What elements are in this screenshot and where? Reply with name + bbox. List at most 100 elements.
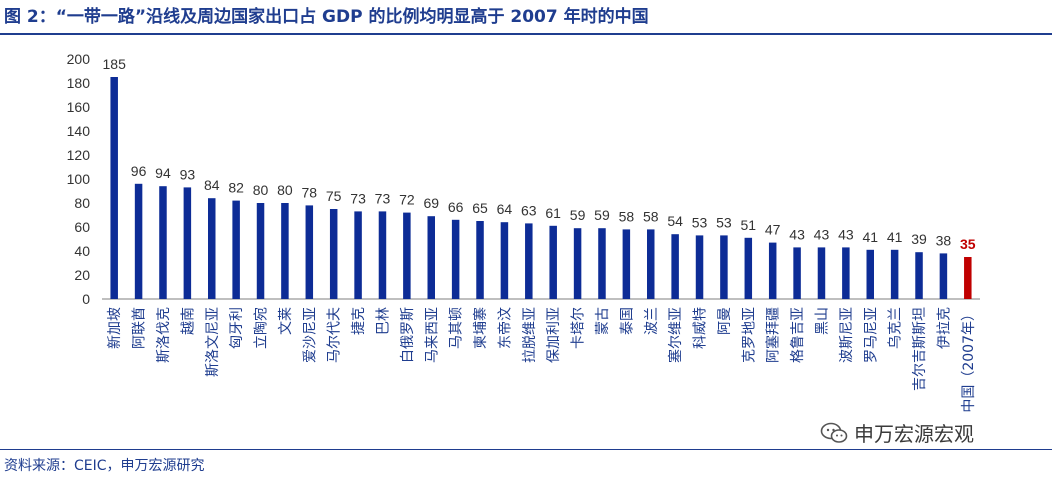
source-note: 资料来源：CEIC，申万宏源研究	[4, 458, 205, 474]
bar	[695, 235, 704, 299]
bar	[378, 211, 387, 299]
category-label: 越南	[180, 307, 196, 335]
data-label: 38	[936, 232, 952, 248]
bar	[598, 228, 606, 299]
bottom-rule	[0, 449, 1052, 450]
data-label: 80	[277, 182, 293, 198]
bar	[159, 186, 167, 299]
bar	[208, 198, 216, 299]
bar	[720, 235, 728, 299]
data-label: 39	[911, 231, 927, 247]
category-label: 伊拉克	[936, 307, 952, 349]
category-label: 巴林	[375, 307, 391, 335]
bar	[305, 205, 314, 299]
category-label: 乌克兰	[888, 307, 904, 349]
y-tick-label: 100	[67, 171, 91, 187]
category-label: 保加利亚	[546, 307, 562, 363]
bar	[622, 229, 631, 299]
category-label: 波斯尼亚	[839, 307, 855, 363]
bar	[427, 216, 435, 299]
bar	[671, 234, 679, 299]
category-label: 白俄罗斯	[400, 307, 416, 363]
chart-title: 图 2：“一带一路”沿线及周边国家出口占 GDP 的比例均明显高于 2007 年…	[4, 7, 649, 27]
category-label: 吉尔吉斯斯坦	[912, 307, 928, 391]
data-label: 66	[448, 199, 464, 215]
category-label: 塞尔维亚	[667, 307, 684, 363]
category-label: 马来西亚	[424, 307, 440, 363]
category-label: 新加坡	[107, 307, 123, 349]
data-label: 43	[789, 226, 805, 242]
y-tick-label: 60	[74, 219, 90, 235]
data-label: 72	[399, 192, 415, 208]
category-label: 科威特	[693, 307, 709, 349]
data-label: 35	[960, 236, 976, 252]
wechat-icon	[820, 422, 848, 443]
bar	[573, 228, 582, 299]
category-label: 格鲁吉亚	[790, 307, 806, 363]
data-label: 41	[862, 229, 878, 245]
bar	[476, 221, 484, 299]
data-label: 96	[131, 163, 147, 179]
bar	[525, 223, 533, 299]
bar	[451, 219, 460, 299]
category-label: 卡塔尔	[571, 307, 587, 349]
category-label: 匈牙利	[229, 307, 245, 349]
bar	[256, 203, 265, 299]
data-label: 64	[497, 201, 513, 217]
category-label: 波兰	[644, 307, 660, 335]
y-tick-label: 120	[67, 147, 91, 163]
bar	[915, 252, 923, 299]
data-label: 73	[375, 190, 391, 206]
bar	[744, 237, 753, 299]
bar	[647, 229, 655, 299]
data-label: 73	[350, 190, 366, 206]
bar-chart: 0 20 40 60 80 100 120 140 160 180 200 185 新加坡 96 阿联酋 94…	[67, 51, 980, 413]
bar	[890, 249, 899, 299]
data-label: 51	[741, 217, 757, 233]
y-tick-label: 40	[74, 243, 90, 259]
y-tick-label: 200	[67, 51, 91, 67]
bar	[134, 183, 143, 299]
bar	[939, 253, 948, 299]
category-label: 阿塞拜疆	[765, 307, 782, 363]
y-tick-label: 20	[74, 267, 90, 283]
category-label: 黑山	[814, 307, 830, 335]
data-label: 41	[887, 229, 903, 245]
data-label: 53	[716, 214, 732, 230]
category-label: 柬埔寨	[472, 307, 489, 349]
category-label: 中国（2007年）	[961, 307, 977, 413]
bar	[793, 247, 801, 299]
data-label: 43	[814, 226, 830, 242]
data-label: 80	[253, 182, 269, 198]
data-label: 75	[326, 188, 342, 204]
category-label: 阿曼	[717, 307, 733, 335]
data-label: 59	[570, 207, 586, 223]
category-label: 拉脱维亚	[522, 307, 538, 363]
bar	[817, 247, 826, 299]
category-label: 东帝汶	[496, 307, 513, 349]
bar	[866, 249, 874, 299]
data-label: 185	[103, 56, 127, 72]
category-label: 爱沙尼亚	[302, 307, 318, 363]
bar	[232, 200, 240, 299]
bar	[281, 203, 289, 299]
data-label: 58	[619, 208, 635, 224]
top-rule	[0, 33, 1052, 35]
bar	[768, 242, 777, 299]
category-label: 罗马尼亚	[863, 307, 879, 363]
bar	[842, 247, 850, 299]
data-label: 93	[180, 166, 196, 182]
bar	[110, 77, 118, 299]
category-label: 蒙古	[595, 307, 611, 335]
data-label: 59	[594, 207, 610, 223]
data-label: 43	[838, 226, 854, 242]
bar	[549, 225, 557, 299]
category-label: 马尔代夫	[327, 307, 343, 363]
y-tick-label: 80	[74, 195, 90, 211]
data-label: 61	[545, 205, 561, 221]
bar	[403, 212, 411, 299]
category-label: 克罗地亚	[741, 307, 757, 363]
data-label: 47	[765, 222, 781, 238]
category-label: 立陶宛	[254, 307, 270, 349]
bar	[329, 209, 338, 299]
